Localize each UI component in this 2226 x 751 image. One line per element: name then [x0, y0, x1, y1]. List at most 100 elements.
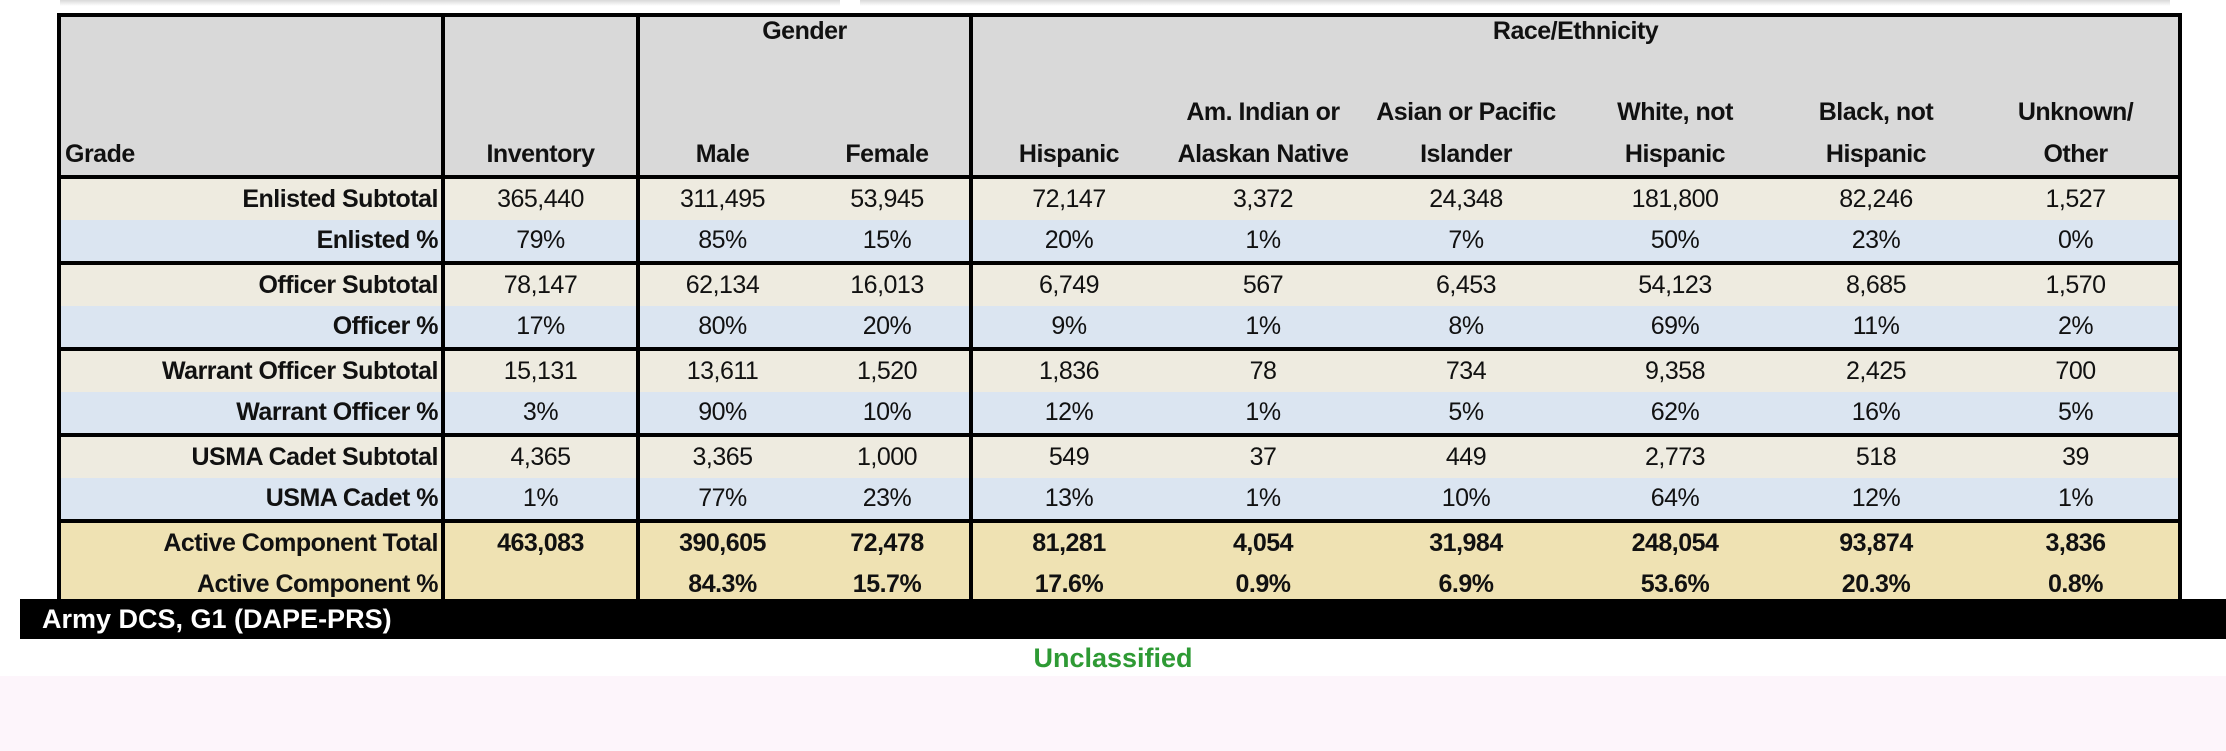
row-label: Active Component Total [59, 519, 445, 564]
header-black-line2: Hispanic [1825, 140, 1927, 168]
cell-female: 1,000 [805, 433, 973, 478]
cell-female: 16,013 [805, 261, 973, 306]
cell-am-indian: 1% [1165, 306, 1361, 349]
table-row: Officer % 17% 80% 20% 9% 1% 8% 69% 11% 2% [59, 306, 2181, 349]
cell-asian: 449 [1361, 433, 1571, 478]
row-label: USMA Cadet Subtotal [59, 433, 445, 478]
cell-female: 23% [805, 478, 973, 521]
cell-male: 80% [638, 306, 805, 349]
table-row: Enlisted Subtotal 365,440 311,495 53,945 72,… [59, 175, 2181, 220]
cell-black: 12% [1779, 478, 1973, 521]
cell-asian: 5% [1361, 392, 1571, 435]
cell-am-indian: 78 [1165, 347, 1361, 392]
header-asian-line1: Asian or Pacific [1376, 98, 1556, 126]
cell-asian: 31,984 [1361, 519, 1571, 564]
cell-black: 93,874 [1779, 519, 1973, 564]
cell-male: 90% [638, 392, 805, 435]
header-grade: Grade [59, 57, 445, 179]
cell-asian: 24,348 [1361, 175, 1571, 220]
header-asian-line2: Islander [1420, 140, 1512, 168]
classification-banner: Unclassified [0, 640, 2226, 676]
cell-inventory: 17% [443, 306, 640, 349]
cell-unknown: 5% [1973, 392, 2181, 435]
header-unknown-line1: Unknown/ [2017, 98, 2134, 126]
cell-inventory: 15,131 [443, 347, 640, 392]
cell-hispanic: 81,281 [971, 519, 1165, 564]
top-shadow-left [60, 0, 840, 6]
cell-am-indian: 1% [1165, 478, 1361, 521]
cell-female: 53,945 [805, 175, 973, 220]
header-grade-spacer [59, 15, 445, 57]
cell-hispanic: 20% [971, 220, 1165, 263]
cell-white: 248,054 [1571, 519, 1779, 564]
header-unknown: Unknown/Other [1973, 57, 2181, 179]
table-row: USMA Cadet Subtotal 4,365 3,365 1,000 549 37 4… [59, 433, 2181, 478]
cell-white: 62% [1571, 392, 1779, 435]
row-label: Warrant Officer Subtotal [59, 347, 445, 392]
cell-unknown: 1,527 [1973, 175, 2181, 220]
cell-black: 2,425 [1779, 347, 1973, 392]
demographics-table: Gender Race/Ethnicity Grade Inventory Ma… [57, 13, 2183, 609]
cell-asian: 734 [1361, 347, 1571, 392]
cell-am-indian: 1% [1165, 392, 1361, 435]
header-group-row: Gender Race/Ethnicity [59, 15, 2181, 57]
cell-white: 181,800 [1571, 175, 1779, 220]
cell-black: 518 [1779, 433, 1973, 478]
row-label: Officer % [59, 306, 445, 349]
header-female: Female [805, 57, 973, 179]
header-black-line1: Black, not [1818, 98, 1934, 126]
cell-unknown: 3,836 [1973, 519, 2181, 564]
cell-inventory: 463,083 [443, 519, 640, 564]
cell-black: 23% [1779, 220, 1973, 263]
cell-hispanic: 6,749 [971, 261, 1165, 306]
cell-female: 15% [805, 220, 973, 263]
header-white-line1: White, not [1617, 98, 1733, 126]
row-label: USMA Cadet % [59, 478, 445, 521]
cell-unknown: 1% [1973, 478, 2181, 521]
cell-white: 9,358 [1571, 347, 1779, 392]
header-race-group: Race/Ethnicity [971, 15, 2181, 57]
cell-asian: 7% [1361, 220, 1571, 263]
cell-white: 50% [1571, 220, 1779, 263]
cell-white: 64% [1571, 478, 1779, 521]
cell-inventory: 1% [443, 478, 640, 521]
cell-unknown: 0% [1973, 220, 2181, 263]
header-white-line2: Hispanic [1624, 140, 1726, 168]
cell-hispanic: 549 [971, 433, 1165, 478]
cell-male: 77% [638, 478, 805, 521]
cell-inventory: 79% [443, 220, 640, 263]
header-inventory: Inventory [443, 57, 640, 179]
cell-unknown: 39 [1973, 433, 2181, 478]
cell-inventory: 78,147 [443, 261, 640, 306]
cell-unknown: 2% [1973, 306, 2181, 349]
cell-am-indian: 3,372 [1165, 175, 1361, 220]
cell-unknown: 1,570 [1973, 261, 2181, 306]
cell-hispanic: 1,836 [971, 347, 1165, 392]
row-label: Warrant Officer % [59, 392, 445, 435]
header-hispanic: Hispanic [971, 57, 1165, 179]
header-male: Male [638, 57, 805, 179]
row-label: Enlisted Subtotal [59, 175, 445, 220]
header-black: Black, not Hispanic [1779, 57, 1973, 179]
table-row: USMA Cadet % 1% 77% 23% 13% 1% 10% 64% 12% 1% [59, 478, 2181, 521]
cell-unknown: 700 [1973, 347, 2181, 392]
cell-female: 72,478 [805, 519, 973, 564]
cell-black: 82,246 [1779, 175, 1973, 220]
table-row: Officer Subtotal 78,147 62,134 16,013 6,749 5… [59, 261, 2181, 306]
cell-asian: 8% [1361, 306, 1571, 349]
cell-black: 11% [1779, 306, 1973, 349]
cell-hispanic: 12% [971, 392, 1165, 435]
cell-inventory: 365,440 [443, 175, 640, 220]
row-label: Enlisted % [59, 220, 445, 263]
table-row: Active Component Total 463,083 390,605 72,4… [59, 519, 2181, 564]
cell-asian: 6,453 [1361, 261, 1571, 306]
footer-org-label: Army DCS, G1 (DAPE-PRS) [42, 604, 392, 634]
header-am-indian: Am. Indian or Alaskan Native [1165, 57, 1361, 179]
table-body: Enlisted Subtotal 365,440 311,495 53,945 72,… [59, 175, 2181, 607]
cell-inventory: 3% [443, 392, 640, 435]
table-row: Enlisted % 79% 85% 15% 20% 1% 7% 50% 23% 0% [59, 220, 2181, 263]
cell-am-indian: 37 [1165, 433, 1361, 478]
cell-hispanic: 9% [971, 306, 1165, 349]
cell-hispanic: 13% [971, 478, 1165, 521]
cell-white: 2,773 [1571, 433, 1779, 478]
